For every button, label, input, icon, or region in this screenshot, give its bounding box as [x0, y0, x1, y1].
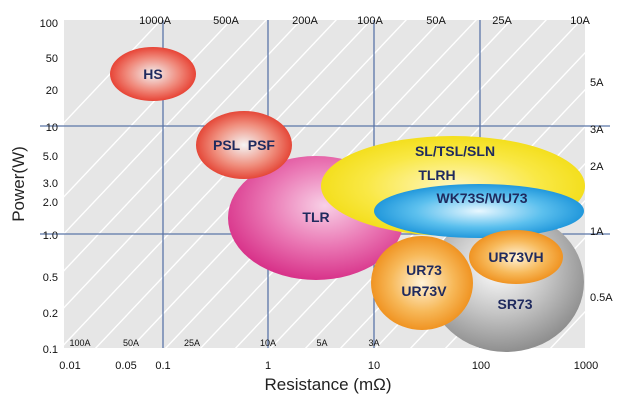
current-label-right: 3A — [590, 124, 604, 136]
y-tick: 10 — [46, 122, 58, 134]
current-label-top: 25A — [492, 15, 512, 27]
x-tick: 1000 — [574, 360, 598, 372]
label-PSL-PSF: PSL PSF — [213, 137, 275, 153]
y-tick-labels: 100 50 20 10 5.0 3.0 2.0 1.0 0.5 0.2 0.1 — [40, 18, 58, 356]
current-labels-bottom: 100A 50A 25A 10A 5A 3A — [69, 338, 379, 348]
y-tick: 2.0 — [43, 197, 58, 209]
y-tick: 20 — [46, 85, 58, 97]
y-tick: 0.2 — [43, 308, 58, 320]
bubble-UR73-UR73V — [371, 236, 473, 330]
current-label-bottom: 50A — [123, 338, 139, 348]
bubble-UR73VH — [469, 230, 563, 284]
label-SR73: SR73 — [497, 296, 532, 312]
label-SL-TSL-SLN: SL/TSL/SLN — [415, 143, 495, 159]
bubble-WK73S-WU73 — [374, 184, 584, 238]
x-axis-title: Resistance (mΩ) — [264, 375, 391, 394]
bubble-labels: HS PSL PSF TLR SL/TSL/SLN TLRH WK73S/WU7… — [143, 66, 543, 312]
x-tick: 10 — [368, 360, 380, 372]
x-tick: 0.05 — [115, 360, 136, 372]
current-label-top: 100A — [357, 15, 383, 27]
current-label-bottom: 3A — [368, 338, 379, 348]
current-label-bottom: 100A — [69, 338, 90, 348]
current-label-bottom: 25A — [184, 338, 200, 348]
y-tick: 0.5 — [43, 272, 58, 284]
y-tick: 1.0 — [43, 230, 58, 242]
y-axis-title: Power(W) — [9, 146, 28, 222]
y-tick: 5.0 — [43, 151, 58, 163]
current-label-right: 0.5A — [590, 292, 613, 304]
x-tick: 0.1 — [155, 360, 170, 372]
x-tick: 100 — [472, 360, 490, 372]
current-label-top: 10A — [570, 15, 590, 27]
current-label-right: 2A — [590, 161, 604, 173]
current-label-top: 1000A — [139, 15, 171, 27]
bubbles — [110, 47, 585, 352]
current-label-right: 5A — [590, 77, 604, 89]
x-tick-labels: 0.01 0.05 0.1 1 10 100 1000 — [59, 360, 598, 372]
current-label-top: 500A — [213, 15, 239, 27]
label-UR73V: UR73V — [401, 283, 447, 299]
bubble-PSL-PSF — [196, 111, 292, 179]
current-labels-top: 1000A 500A 200A 100A 50A 25A 10A — [139, 15, 590, 27]
label-HS: HS — [143, 66, 162, 82]
current-label-bottom: 10A — [260, 338, 276, 348]
current-label-top: 200A — [292, 15, 318, 27]
y-tick: 3.0 — [43, 178, 58, 190]
x-tick: 1 — [265, 360, 271, 372]
y-tick: 50 — [46, 53, 58, 65]
label-UR73VH: UR73VH — [488, 249, 543, 265]
current-labels-right: 5A 3A 2A 1A 0.5A — [590, 77, 613, 304]
label-UR73: UR73 — [406, 262, 442, 278]
current-label-top: 50A — [426, 15, 446, 27]
y-tick: 0.1 — [43, 344, 58, 356]
y-tick: 100 — [40, 18, 58, 30]
label-WK73S-WU73: WK73S/WU73 — [436, 190, 527, 206]
x-tick: 0.01 — [59, 360, 80, 372]
current-label-right: 1A — [590, 226, 604, 238]
current-label-bottom: 5A — [316, 338, 327, 348]
label-TLRH: TLRH — [418, 167, 455, 183]
label-TLR: TLR — [302, 209, 329, 225]
bubble-HS — [110, 47, 196, 101]
